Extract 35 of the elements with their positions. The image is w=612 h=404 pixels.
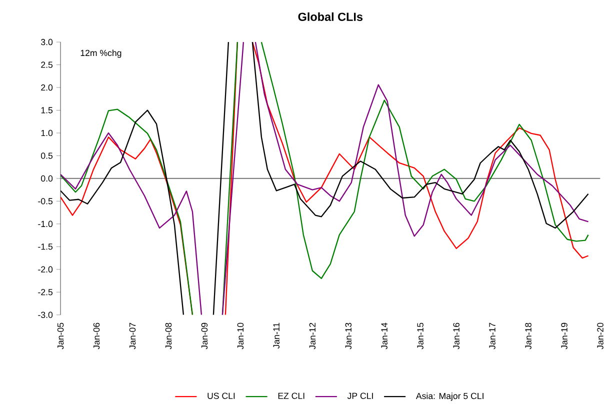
x-tick-label: Jan-11 — [273, 322, 280, 348]
y-tick-label: 0.0 — [41, 175, 53, 182]
x-tick-label: Jan-20 — [597, 322, 604, 350]
x-tick-label: Jan-13 — [345, 322, 352, 350]
x-tick-label: Jan-06 — [93, 322, 100, 350]
x-tick-label: Jan-07 — [129, 322, 136, 350]
y-tick-label: -2.0 — [38, 266, 53, 272]
y-tick-label: -0.5 — [38, 198, 53, 204]
legend-label: Asia: Major 5 CLI — [416, 392, 484, 401]
y-tick-label: 1.5 — [41, 106, 53, 114]
x-tick-label: Jan-16 — [453, 322, 460, 350]
legend-label: US CLI — [208, 392, 235, 399]
x-tick-label: Jan-14 — [381, 322, 388, 350]
y-tick-label: 3.0 — [41, 38, 53, 45]
legend-label: JP CLI — [347, 392, 373, 399]
x-tick-label: Jan-17 — [489, 322, 496, 350]
x-tick-label: Jan-12 — [309, 322, 316, 350]
x-tick-label: Jan-19 — [561, 322, 568, 350]
annotation: 12m %chg — [80, 49, 122, 58]
x-tick-label: Jan-10 — [237, 322, 244, 350]
x-tick-label: Jan-15 — [417, 322, 424, 350]
y-tick-label: -1.5 — [38, 243, 53, 250]
y-tick-label: 2.5 — [41, 61, 53, 68]
chart-title: Global CLIs — [298, 12, 363, 21]
y-tick-label: -3.0 — [38, 312, 53, 318]
y-tick-label: 2.0 — [41, 84, 53, 90]
y-tick-label: -2.5 — [38, 288, 53, 296]
y-tick-label: 0.5 — [41, 152, 53, 159]
y-tick-label: -1.0 — [38, 220, 53, 227]
x-tick-label: Jan-08 — [165, 322, 172, 350]
legend-label: EZ CLI — [278, 392, 304, 399]
x-tick-label: Jan-18 — [525, 322, 532, 350]
y-tick-label: 1.0 — [41, 130, 53, 136]
x-tick-label: Jan-09 — [201, 322, 208, 350]
x-tick-label: Jan-05 — [57, 322, 64, 350]
